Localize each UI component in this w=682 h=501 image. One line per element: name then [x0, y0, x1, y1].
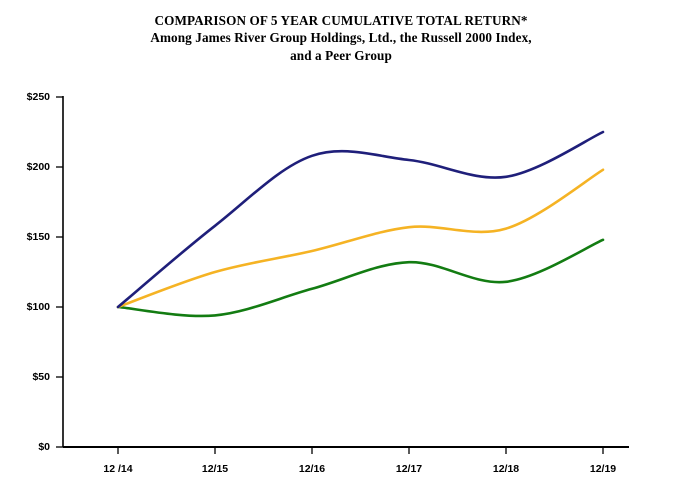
series-line-james-river-group-holdings-ltd — [116, 130, 605, 309]
x-axis-label: 12/17 — [395, 463, 423, 475]
chart-title-line-2: Among James River Group Holdings, Ltd., … — [150, 30, 532, 46]
y-axis-label: $150 — [26, 231, 50, 243]
y-axis-label: $100 — [26, 301, 50, 313]
x-axis-label: 12/18 — [492, 463, 520, 475]
series-line-peer-group — [116, 168, 605, 309]
x-axis-label: 12/16 — [298, 463, 326, 475]
chart-title-line-1: COMPARISON OF 5 YEAR CUMULATIVE TOTAL RE… — [154, 13, 528, 28]
x-axis-label: 12 /14 — [103, 463, 133, 475]
series-line-russell-2000-index — [116, 238, 605, 318]
y-axis-label: $200 — [26, 161, 50, 173]
x-axis-label: 12/15 — [201, 463, 229, 475]
series-group — [116, 130, 605, 318]
y-axis-label: $250 — [26, 91, 50, 103]
y-axis-label: $50 — [32, 371, 50, 383]
chart-title-line-3: and a Peer Group — [290, 47, 392, 63]
chart-title-block: COMPARISON OF 5 YEAR CUMULATIVE TOTAL RE… — [0, 12, 682, 64]
y-axis-label: $0 — [38, 441, 50, 453]
x-axis-label: 12/19 — [589, 463, 617, 475]
axis-group — [56, 96, 629, 454]
